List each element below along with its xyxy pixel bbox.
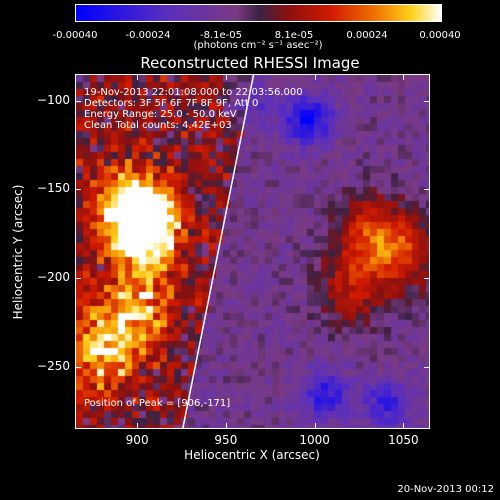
y-tick-mark xyxy=(75,100,81,102)
generated-timestamp: 20-Nov-2013 00:12 xyxy=(397,484,494,495)
x-tick-label: 900 xyxy=(125,433,149,447)
time-range-label: 19-Nov-2013 22:01:08.000 to 22:03:56.000 xyxy=(84,87,303,98)
y-tick-mark xyxy=(75,189,81,191)
colorbar-tick: 0.00024 xyxy=(346,30,388,41)
y-tick-mark xyxy=(424,366,430,368)
x-tick-mark xyxy=(403,423,405,429)
x-tick-mark xyxy=(137,423,139,429)
x-tick-mark xyxy=(137,74,139,80)
y-tick-label: −250 xyxy=(37,358,70,373)
colorbar xyxy=(75,4,442,22)
colorbar-tick: -8.1e-05 xyxy=(200,30,242,41)
x-tick-label: 1050 xyxy=(388,433,419,447)
y-tick-mark xyxy=(424,189,430,191)
y-tick-label: −100 xyxy=(37,92,70,107)
x-tick-mark xyxy=(314,74,316,80)
y-tick-label: −150 xyxy=(37,181,70,196)
x-tick-label: 950 xyxy=(214,433,238,447)
y-tick-mark xyxy=(424,278,430,280)
plot-area: 19-Nov-2013 22:01:08.000 to 22:03:56.000… xyxy=(75,74,430,429)
x-tick-mark xyxy=(225,423,227,429)
x-tick-mark xyxy=(314,423,316,429)
colorbar-tick: 8.1e-05 xyxy=(274,30,314,41)
y-tick-mark xyxy=(75,278,81,280)
chart-title: Reconstructed RHESSI Image xyxy=(140,54,360,72)
heatmap-canvas xyxy=(76,75,429,428)
colorbar-tick: -0.00024 xyxy=(125,30,171,41)
y-tick-label: −200 xyxy=(37,270,70,285)
x-tick-mark xyxy=(225,74,227,80)
plot-overlay xyxy=(182,75,255,428)
colorbar-tick: -0.00040 xyxy=(52,30,98,41)
x-tick-mark xyxy=(403,74,405,80)
y-tick-mark xyxy=(75,366,81,368)
peak-position-label: Position of Peak = [906,-171] xyxy=(84,398,231,409)
x-axis-label: Heliocentric X (arcsec) xyxy=(184,448,320,462)
solar-limb-line xyxy=(182,75,255,428)
colorbar-tick: 0.00040 xyxy=(419,30,461,41)
y-axis-label: Heliocentric Y (arcsec) xyxy=(11,184,25,320)
energy-range-label: Energy Range: 25.0 - 50.0 keV xyxy=(84,109,237,120)
y-tick-mark xyxy=(424,100,430,102)
x-tick-label: 1000 xyxy=(299,433,330,447)
colorbar-units: (photons cm⁻² s⁻¹ asec⁻²) xyxy=(193,40,323,51)
colorbar-gradient xyxy=(76,5,441,21)
detectors-label: Detectors: 3F 5F 6F 7F 8F 9F, Att 0 xyxy=(84,98,259,109)
clean-counts-label: Clean Total counts: 4.42E+03 xyxy=(84,120,232,131)
